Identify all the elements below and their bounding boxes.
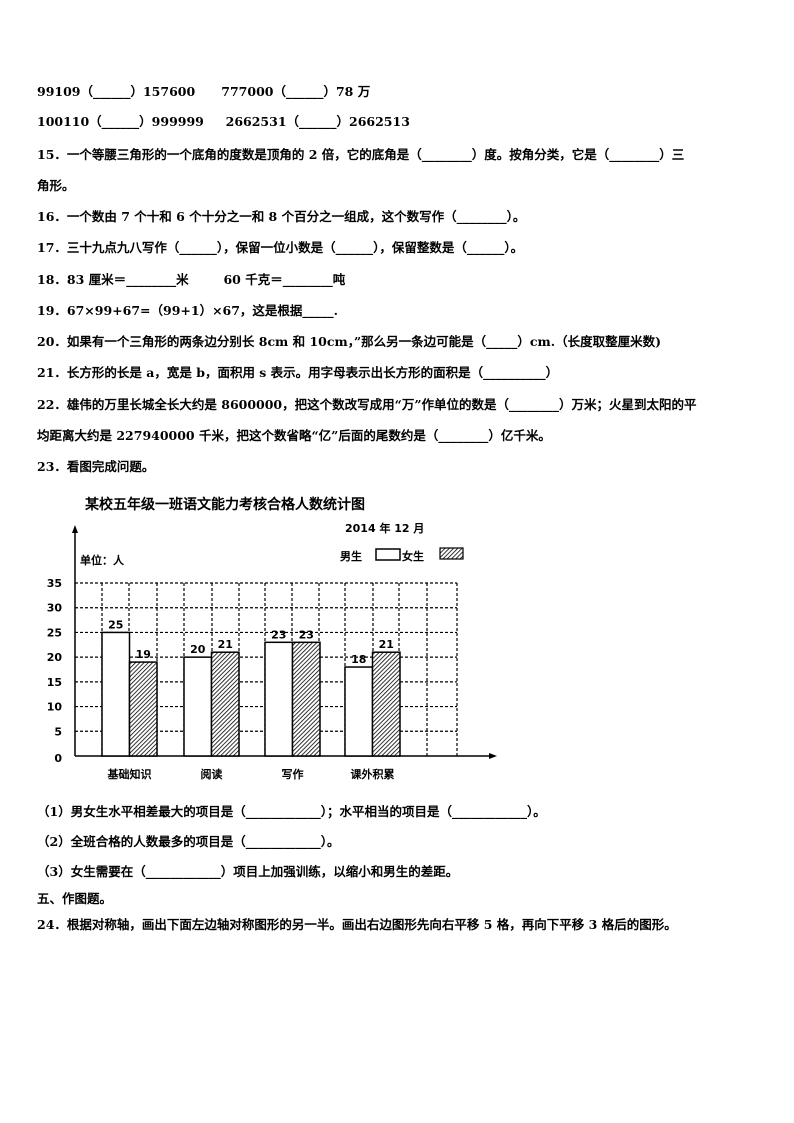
- question-line: 15．一个等腰三角形的一个底角的度数是顶角的 2 倍，它的底角是（_______…: [37, 147, 685, 162]
- chart-title: 某校五年级一班语文能力考核合格人数统计图: [85, 496, 365, 513]
- question-line: 99109（______）157600 777000（______）78 万: [37, 84, 371, 99]
- bar-chart: 0 5 10 15 20 25 30 35 25 19 基础知识 20 21 阅读 23 23 写作 18 21 课…: [47, 496, 497, 781]
- y-unit-label: 单位：人: [80, 553, 125, 567]
- bar-girls: [128, 661, 158, 757]
- y-tick-label: 15: [47, 676, 62, 689]
- question-line: （3）女生需要在（____________）项目上加强训练，以缩小和男生的差距。: [37, 864, 459, 879]
- question-line: 16．一个数由 7 个十和 6 个十分之一和 8 个百分之一组成，这个数写作（_…: [37, 209, 526, 224]
- question-line: 24．根据对称轴，画出下面左边轴对称图形的另一半。画出右边图形先向右平移 5 格…: [37, 917, 677, 932]
- y-tick-label: 25: [47, 626, 62, 639]
- bar-boys: [183, 656, 213, 757]
- y-tick-label: 20: [47, 651, 63, 664]
- y-axis-arrow: [72, 525, 78, 533]
- question-line: 17．三十九点九八写作（______），保留一位小数是（______），保留整数…: [37, 240, 524, 255]
- question-line: （1）男女生水平相差最大的项目是（____________）；水平相当的项目是（…: [37, 804, 546, 819]
- x-category-label: 写作: [282, 767, 304, 781]
- legend-swatch-girls: [439, 547, 464, 560]
- bar-boys: [101, 631, 131, 757]
- bar-value-label: 21: [218, 638, 233, 651]
- bar-girls: [371, 651, 401, 757]
- y-tick-label: 5: [54, 725, 62, 738]
- legend-label-girls: 女生: [402, 549, 424, 563]
- bar-value-label: 25: [108, 618, 123, 631]
- question-line: 均距离大约是 227940000 千米，把这个数省略“亿”后面的尾数约是（___…: [37, 428, 551, 443]
- y-tick-label: 30: [47, 602, 63, 615]
- y-tick-label: 0: [54, 752, 62, 765]
- question-line: 18．83 厘米＝________米 60 千克＝________吨: [37, 272, 346, 287]
- question-line: 23．看图完成问题。: [37, 459, 155, 474]
- question-line: 五、作图题。: [37, 891, 113, 906]
- bar-value-label: 20: [190, 643, 206, 656]
- question-line: 22．雄伟的万里长城全长大约是 8600000，把这个数改写成用“万”作单位的数…: [37, 397, 697, 412]
- legend-swatch-boys: [375, 548, 401, 561]
- bar-value-label: 23: [271, 628, 286, 641]
- question-line: 100110（______）999999 2662531（______）2662…: [37, 114, 410, 129]
- bar-value-label: 19: [136, 648, 151, 661]
- bar-girls: [291, 641, 321, 757]
- bar-girls: [210, 651, 240, 757]
- bar-boys: [264, 641, 294, 757]
- x-axis-arrow: [489, 753, 497, 759]
- question-line: 21．长方形的长是 a，宽是 b，面积用 s 表示。用字母表示出长方形的面积是（…: [37, 365, 559, 380]
- x-category-label: 阅读: [201, 767, 223, 781]
- chart-date: 2014 年 12 月: [345, 521, 424, 535]
- bar-value-label: 18: [351, 653, 366, 666]
- x-category-label: 基础知识: [107, 767, 152, 781]
- x-category-label: 课外积累: [351, 767, 395, 781]
- question-line: 19．67×99+67=（99+1）×67，这是根据_____.: [37, 303, 339, 318]
- y-tick-label: 35: [47, 577, 62, 590]
- question-line: （2）全班合格的人数最多的项目是（____________）。: [37, 834, 340, 849]
- bar-value-label: 23: [299, 628, 314, 641]
- legend-label-boys: 男生: [340, 549, 362, 563]
- bar-value-label: 21: [379, 638, 394, 651]
- bar-boys: [344, 666, 374, 757]
- y-tick-label: 10: [47, 701, 63, 714]
- question-line: 角形。: [37, 178, 75, 193]
- question-line: 20．如果有一个三角形的两条边分别长 8cm 和 10cm，”那么另一条边可能是…: [37, 334, 662, 349]
